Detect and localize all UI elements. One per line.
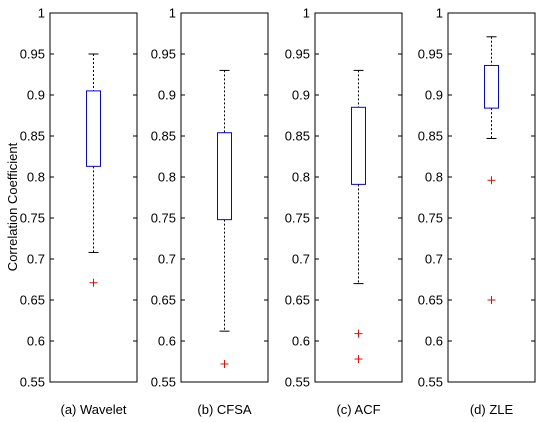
y-tick-label: 1 xyxy=(38,6,45,21)
y-tick-label: 0.75 xyxy=(418,211,443,226)
y-tick-label: 0.8 xyxy=(292,170,310,185)
chart-panel-1: 0.55 0.6 0.65 0.7 0.75 0.8 0.85 0.9 0.95 1 (a) Wav… xyxy=(20,6,138,417)
y-tick-label: 0.95 xyxy=(418,47,443,62)
interquartile-box xyxy=(217,132,232,221)
plot-frame xyxy=(49,12,138,383)
y-tick-label: 1 xyxy=(169,6,176,21)
x-axis-label: (c) ACF xyxy=(336,402,380,417)
y-tick-label: 0.9 xyxy=(292,88,310,103)
y-tick-label: 0.55 xyxy=(418,375,443,390)
outlier-marker xyxy=(354,329,363,338)
outlier-marker xyxy=(487,176,496,185)
y-tick-label: 0.75 xyxy=(20,211,45,226)
y-tick-label: 0.95 xyxy=(20,47,45,62)
y-tick-label: 0.8 xyxy=(425,170,443,185)
y-tick-label: 0.75 xyxy=(151,211,176,226)
y-tick-label: 0.85 xyxy=(151,129,176,144)
chart-panel-4: 0.55 0.6 0.65 0.7 0.75 0.8 0.85 0.9 0.95 1 (d) ZLE xyxy=(418,6,536,417)
y-tick-label: 0.9 xyxy=(425,88,443,103)
y-tick-label: 0.6 xyxy=(158,334,176,349)
outlier-marker xyxy=(89,278,98,287)
y-tick-label: 0.7 xyxy=(27,252,45,267)
x-axis-label: (a) Wavelet xyxy=(61,402,127,417)
y-tick-label: 0.7 xyxy=(425,252,443,267)
y-tick-label: 0.55 xyxy=(20,375,45,390)
interquartile-box xyxy=(86,90,101,167)
y-tick-label: 0.6 xyxy=(292,334,310,349)
chart-panel-2: 0.55 0.6 0.65 0.7 0.75 0.8 0.85 0.9 0.95 1 (b) CFS… xyxy=(151,6,269,417)
y-tick-label: 0.75 xyxy=(285,211,310,226)
interquartile-box xyxy=(351,106,366,185)
y-tick-label: 0.95 xyxy=(285,47,310,62)
y-tick-label: 0.55 xyxy=(151,375,176,390)
outlier-marker xyxy=(354,355,363,364)
y-tick-label: 0.65 xyxy=(418,293,443,308)
y-tick-label: 0.6 xyxy=(27,334,45,349)
chart-panel-3: 0.55 0.6 0.65 0.7 0.75 0.8 0.85 0.9 0.95 1 (c) ACF xyxy=(285,6,403,417)
y-tick-label: 0.8 xyxy=(27,170,45,185)
y-tick-label: 0.85 xyxy=(285,129,310,144)
y-tick-label: 0.65 xyxy=(285,293,310,308)
outlier-marker xyxy=(487,296,496,304)
y-tick-label: 1 xyxy=(436,6,443,21)
y-tick-label: 0.8 xyxy=(158,170,176,185)
outlier-marker xyxy=(220,359,229,368)
plot-frame xyxy=(180,12,269,383)
y-tick-label: 0.9 xyxy=(27,88,45,103)
x-axis-label: (b) CFSA xyxy=(197,402,252,417)
y-tick-label: 0.95 xyxy=(151,47,176,62)
plot-frame xyxy=(314,12,403,383)
y-tick-label: 0.6 xyxy=(425,334,443,349)
interquartile-box xyxy=(484,64,499,109)
y-tick-label: 0.65 xyxy=(151,293,176,308)
y-tick-label: 0.7 xyxy=(292,252,310,267)
x-axis-label: (d) ZLE xyxy=(470,402,514,417)
chart-panels: 0.55 0.6 0.65 0.7 0.75 0.8 0.85 0.9 0.95 1 (a) Wav… xyxy=(20,6,536,417)
y-axis-label: Correlation Coefficient xyxy=(5,142,20,271)
y-tick-label: 0.85 xyxy=(418,129,443,144)
y-tick-label: 1 xyxy=(303,6,310,21)
y-tick-label: 0.55 xyxy=(285,375,310,390)
y-tick-label: 0.85 xyxy=(20,129,45,144)
y-tick-label: 0.9 xyxy=(158,88,176,103)
y-tick-label: 0.65 xyxy=(20,293,45,308)
plot-frame xyxy=(447,12,536,383)
y-tick-label: 0.7 xyxy=(158,252,176,267)
